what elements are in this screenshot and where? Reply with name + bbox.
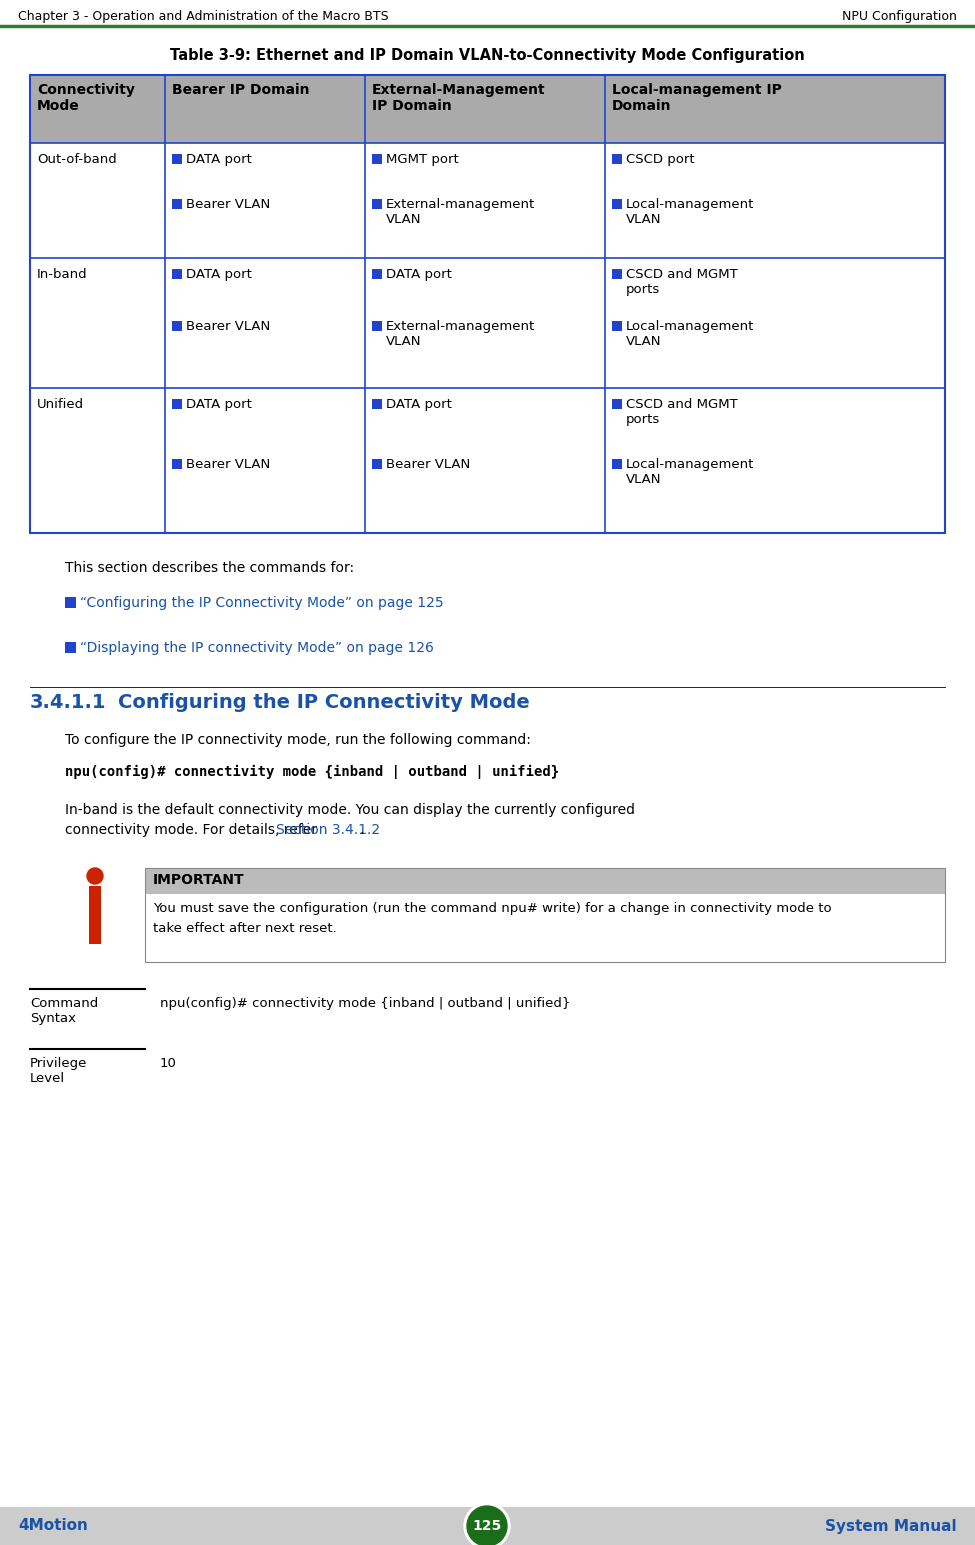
Text: Bearer VLAN: Bearer VLAN xyxy=(186,320,271,334)
Text: Local-management
VLAN: Local-management VLAN xyxy=(626,457,754,485)
Text: In-band: In-band xyxy=(37,267,88,281)
Text: Configuring the IP Connectivity Mode: Configuring the IP Connectivity Mode xyxy=(118,694,529,712)
Text: CSCD port: CSCD port xyxy=(626,153,694,165)
Text: npu(config)# connectivity mode {inband | outband | unified}: npu(config)# connectivity mode {inband |… xyxy=(65,765,559,779)
Text: Privilege
Level: Privilege Level xyxy=(30,1057,88,1085)
Text: DATA port: DATA port xyxy=(386,399,451,411)
Bar xyxy=(173,269,182,280)
Text: In-band is the default connectivity mode. You can display the currently configur: In-band is the default connectivity mode… xyxy=(65,803,635,817)
Bar xyxy=(145,868,945,895)
Bar xyxy=(611,154,622,164)
Bar xyxy=(173,399,182,409)
Text: DATA port: DATA port xyxy=(386,267,451,281)
Bar xyxy=(173,199,182,209)
Bar xyxy=(30,76,945,144)
Text: Local-management
VLAN: Local-management VLAN xyxy=(626,198,754,226)
Text: You must save the configuration (run the command npu# write) for a change in con: You must save the configuration (run the… xyxy=(153,902,832,915)
Text: CSCD and MGMT
ports: CSCD and MGMT ports xyxy=(626,399,737,426)
Text: Out-of-band: Out-of-band xyxy=(37,153,117,165)
Text: connectivity mode. For details, refer: connectivity mode. For details, refer xyxy=(65,823,322,837)
Text: System Manual: System Manual xyxy=(826,1519,957,1534)
Text: “Displaying the IP connectivity Mode” on page 126: “Displaying the IP connectivity Mode” on… xyxy=(80,641,434,655)
Text: This section describes the commands for:: This section describes the commands for: xyxy=(65,561,354,575)
Bar xyxy=(65,596,76,609)
Text: Chapter 3 - Operation and Administration of the Macro BTS: Chapter 3 - Operation and Administration… xyxy=(18,9,389,23)
Bar xyxy=(371,399,382,409)
Text: NPU Configuration: NPU Configuration xyxy=(842,9,957,23)
Text: “Configuring the IP Connectivity Mode” on page 125: “Configuring the IP Connectivity Mode” o… xyxy=(80,596,444,610)
Text: Bearer VLAN: Bearer VLAN xyxy=(186,198,271,212)
Text: DATA port: DATA port xyxy=(186,399,253,411)
Text: .: . xyxy=(359,823,364,837)
Text: Local-management IP
Domain: Local-management IP Domain xyxy=(611,83,782,113)
Text: 10: 10 xyxy=(160,1057,176,1071)
Bar xyxy=(371,459,382,468)
Text: Command
Syntax: Command Syntax xyxy=(30,997,98,1024)
Bar xyxy=(611,199,622,209)
Text: DATA port: DATA port xyxy=(186,153,253,165)
Bar xyxy=(173,154,182,164)
Bar xyxy=(371,154,382,164)
Bar xyxy=(371,269,382,280)
Text: External-management
VLAN: External-management VLAN xyxy=(386,320,535,349)
Text: take effect after next reset.: take effect after next reset. xyxy=(153,922,336,935)
Text: Section 3.4.1.2: Section 3.4.1.2 xyxy=(276,823,380,837)
Text: DATA port: DATA port xyxy=(186,267,253,281)
Text: External-Management
IP Domain: External-Management IP Domain xyxy=(371,83,546,113)
Bar xyxy=(371,199,382,209)
Text: CSCD and MGMT
ports: CSCD and MGMT ports xyxy=(626,267,737,297)
Bar xyxy=(145,895,945,963)
Bar xyxy=(173,321,182,331)
Bar xyxy=(173,459,182,468)
Bar xyxy=(371,321,382,331)
Bar xyxy=(30,76,945,533)
Text: IMPORTANT: IMPORTANT xyxy=(153,873,245,887)
Bar xyxy=(611,321,622,331)
Bar xyxy=(611,399,622,409)
Text: 4Motion: 4Motion xyxy=(18,1519,88,1534)
Bar xyxy=(89,885,101,944)
Text: 3.4.1.1: 3.4.1.1 xyxy=(30,694,106,712)
Text: Bearer VLAN: Bearer VLAN xyxy=(386,457,470,471)
Circle shape xyxy=(467,1506,507,1545)
Bar xyxy=(611,459,622,468)
Text: Bearer VLAN: Bearer VLAN xyxy=(186,457,271,471)
Text: 125: 125 xyxy=(472,1519,501,1533)
Bar xyxy=(611,269,622,280)
Text: npu(config)# connectivity mode {inband | outband | unified}: npu(config)# connectivity mode {inband |… xyxy=(160,997,570,1010)
Text: Table 3-9: Ethernet and IP Domain VLAN-to-Connectivity Mode Configuration: Table 3-9: Ethernet and IP Domain VLAN-t… xyxy=(170,48,804,63)
Circle shape xyxy=(87,868,103,884)
Text: Connectivity
Mode: Connectivity Mode xyxy=(37,83,135,113)
Circle shape xyxy=(464,1503,510,1545)
Bar xyxy=(65,643,76,654)
Bar xyxy=(30,76,945,533)
Text: Unified: Unified xyxy=(37,399,84,411)
Text: MGMT port: MGMT port xyxy=(386,153,458,165)
Text: Bearer IP Domain: Bearer IP Domain xyxy=(173,83,310,97)
Text: To configure the IP connectivity mode, run the following command:: To configure the IP connectivity mode, r… xyxy=(65,732,530,746)
Bar xyxy=(145,868,945,963)
Text: Local-management
VLAN: Local-management VLAN xyxy=(626,320,754,349)
Bar xyxy=(0,1506,975,1545)
Text: External-management
VLAN: External-management VLAN xyxy=(386,198,535,226)
